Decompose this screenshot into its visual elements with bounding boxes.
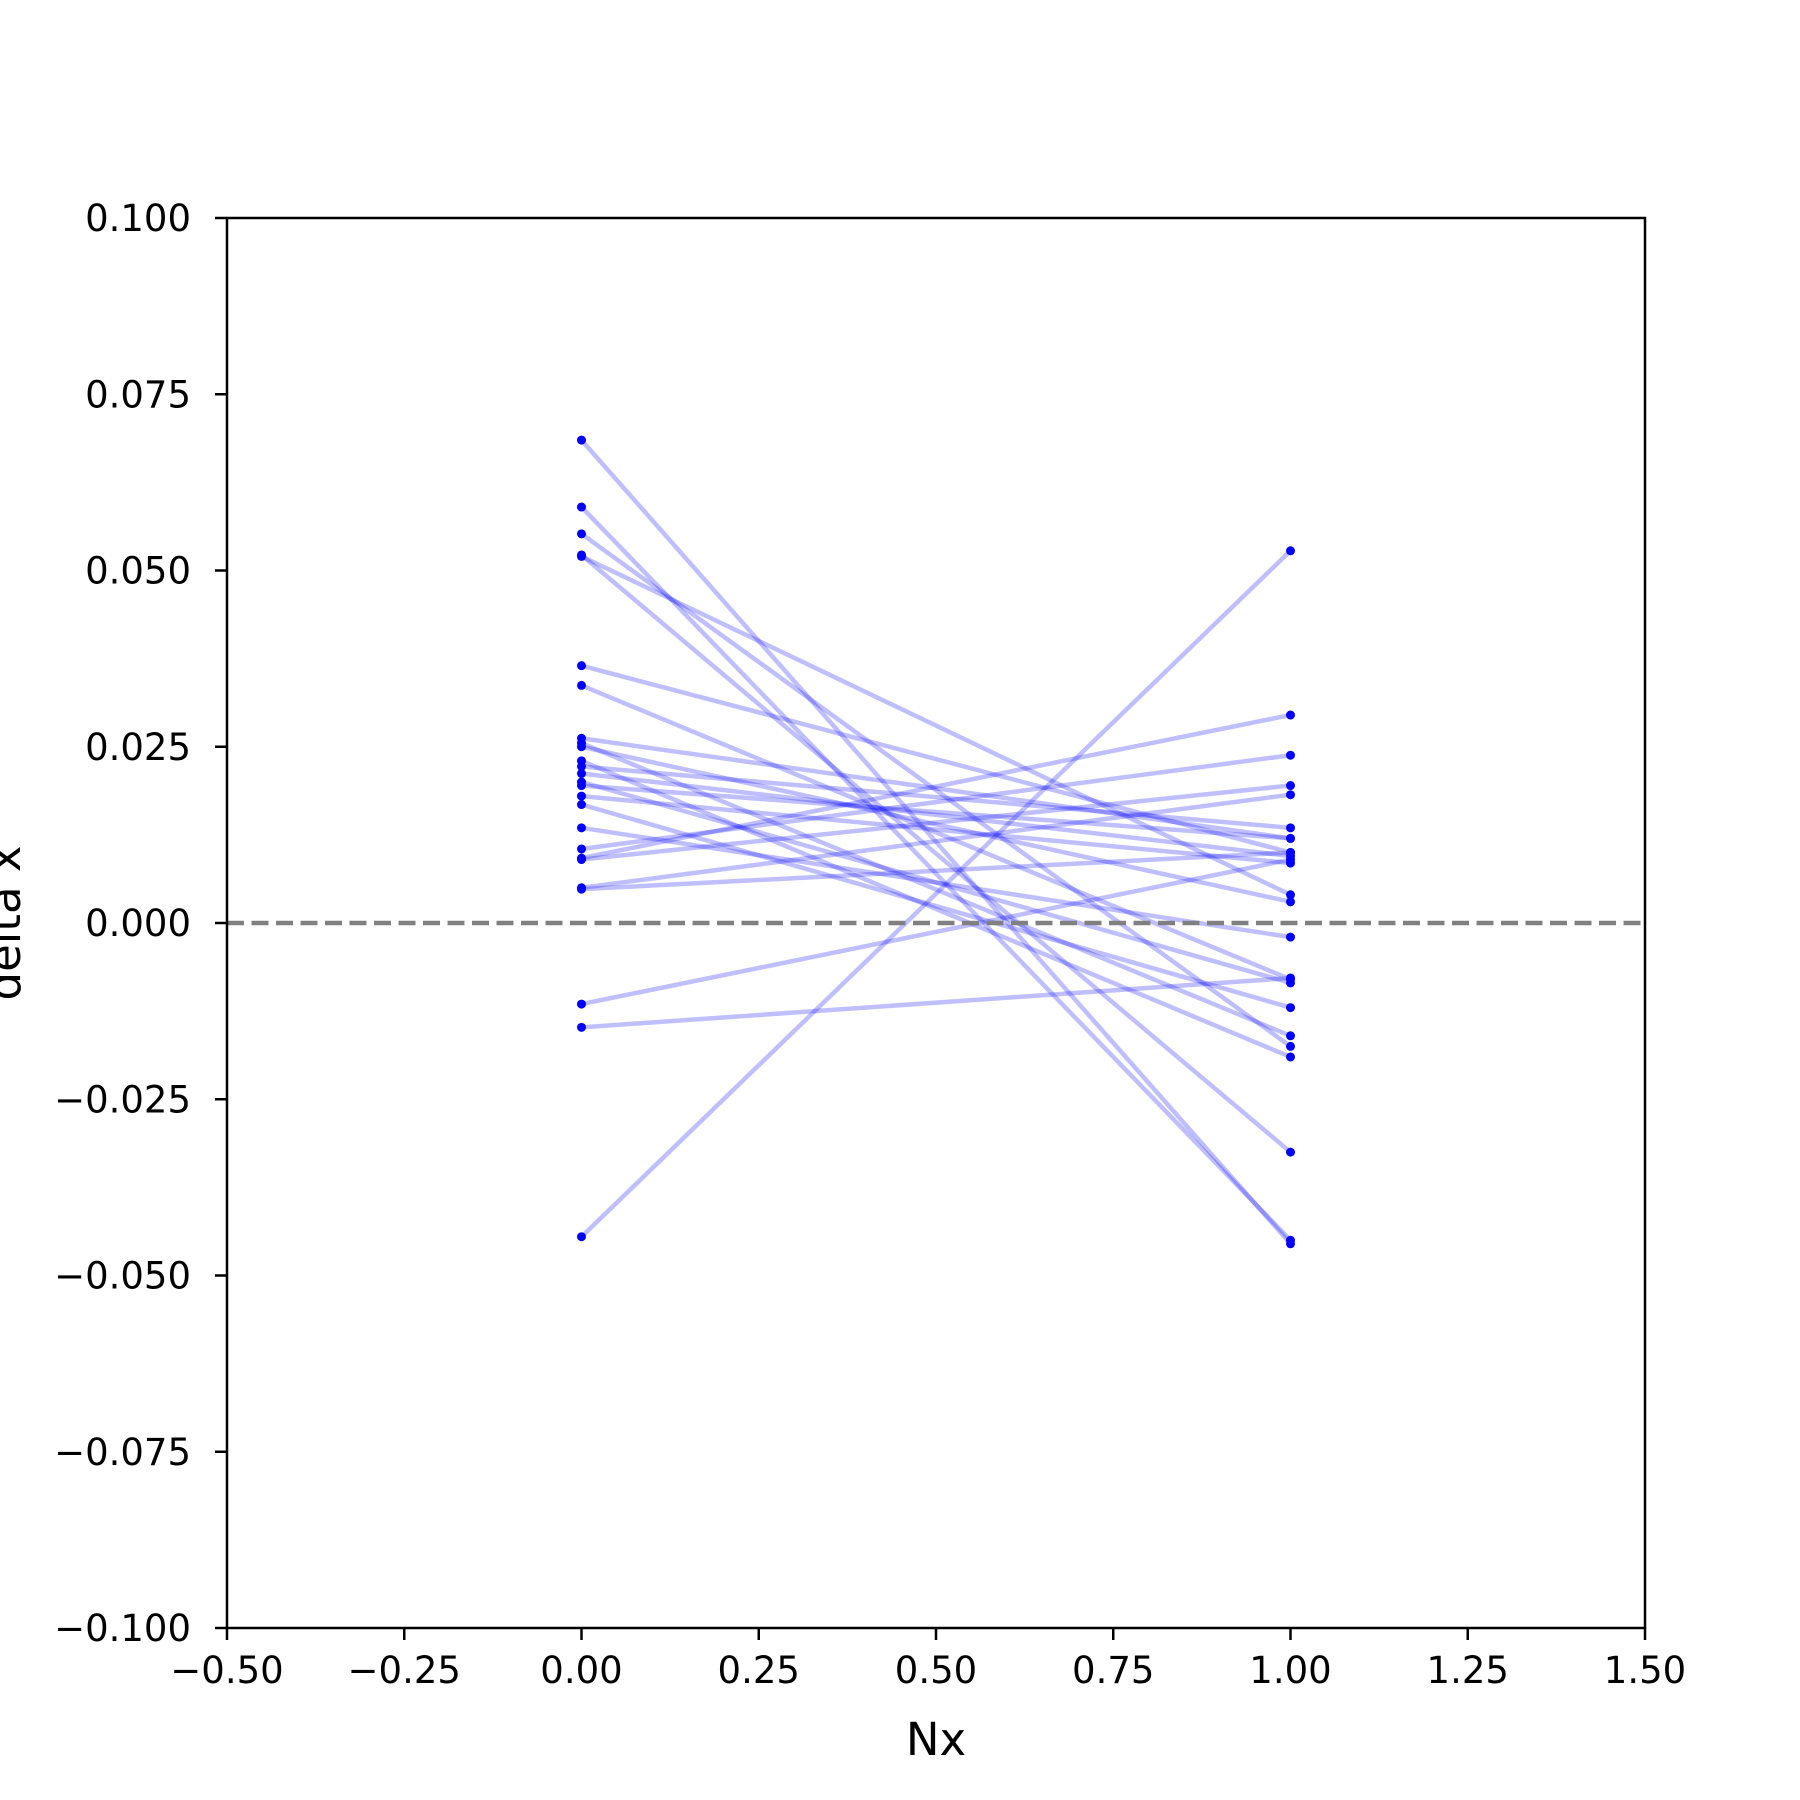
data-point-left-2 (577, 502, 586, 512)
x-tick-label: 1.00 (1249, 1649, 1331, 1692)
x-tick-label: 1.25 (1427, 1649, 1509, 1692)
data-point-right-19 (1286, 750, 1295, 760)
data-point-left-18 (577, 823, 586, 833)
data-point-right-24 (1286, 855, 1295, 865)
series-line-20 (579, 712, 1293, 861)
series-line-22 (579, 792, 1293, 890)
y-axis-ticks: −0.100 −0.075 −0.050 −0.025 0.000 0.025 0.050 0… (54, 197, 227, 1650)
y-tick-label: −0.050 (54, 1255, 191, 1298)
data-point-right-23 (1286, 848, 1295, 857)
data-point-right-21 (1286, 781, 1295, 791)
data-point-left-19 (577, 844, 586, 854)
data-point-left-26 (577, 1232, 586, 1242)
data-point-left-23 (577, 884, 586, 894)
data-point-left-10 (577, 742, 586, 752)
series-line-13 (579, 771, 1293, 859)
x-axis-title: Nx (906, 1713, 966, 1766)
x-tick-label: 0.50 (895, 1649, 977, 1692)
series-line-12 (579, 764, 1293, 831)
data-point-left-17 (577, 800, 586, 810)
data-point-right-4 (1286, 1147, 1295, 1157)
data-point-left-13 (577, 769, 586, 779)
x-axis-ticks: −0.50 −0.25 0.00 0.25 0.50 0.75 1.00 1.25 1.50 (170, 1628, 1686, 1692)
series-lines (579, 437, 1293, 1247)
data-point-right-3 (1286, 1041, 1295, 1051)
data-point-left-3 (577, 529, 586, 539)
x-tick-label: −0.25 (348, 1649, 461, 1692)
data-point-left-12 (577, 761, 586, 771)
data-point-left-16 (577, 791, 586, 801)
data-point-right-18 (1286, 932, 1295, 942)
data-point-right-11 (1286, 1052, 1295, 1062)
x-tick-label: 0.75 (1072, 1649, 1154, 1692)
series-line-2 (579, 504, 1293, 1243)
series-line-15 (579, 783, 1293, 841)
series-line-6 (579, 663, 1293, 855)
data-point-left-21 (577, 855, 586, 865)
data-point-right-12 (1286, 823, 1295, 833)
series-line-18 (579, 825, 1293, 940)
x-tick-label: 0.25 (718, 1649, 800, 1692)
series-line-21 (579, 783, 1293, 862)
data-point-right-5 (1286, 890, 1295, 900)
series-line-4 (579, 552, 1293, 1155)
data-point-right-15 (1286, 833, 1295, 843)
y-tick-label: 0.025 (85, 726, 191, 769)
series-line-11 (579, 758, 1293, 1060)
series-line-24 (579, 857, 1293, 1007)
data-point-left-25 (577, 1022, 586, 1032)
series-points (577, 435, 1295, 1249)
data-point-left-7 (577, 680, 586, 690)
data-point-left-6 (577, 661, 586, 671)
y-tick-label: 0.050 (85, 550, 191, 593)
data-point-right-10 (1286, 897, 1295, 907)
series-line-5 (579, 554, 1293, 898)
series-line-25 (579, 975, 1293, 1030)
series-line-26 (579, 548, 1293, 1239)
series-line-10 (579, 744, 1293, 905)
series-line-19 (579, 752, 1293, 852)
series-line-14 (579, 779, 1293, 986)
y-axis-title: delta x (0, 846, 31, 1001)
series-line-9 (579, 740, 1293, 1039)
y-tick-label: 0.100 (85, 197, 191, 240)
data-point-right-2 (1286, 1235, 1295, 1245)
y-tick-label: −0.075 (54, 1431, 191, 1474)
data-point-left-5 (577, 551, 586, 561)
y-tick-label: −0.100 (54, 1607, 191, 1650)
series-line-1 (579, 437, 1293, 1247)
data-point-left-15 (577, 781, 586, 791)
series-line-17 (579, 802, 1293, 1010)
series-line-23 (579, 850, 1293, 892)
data-point-left-24 (577, 999, 586, 1009)
series-line-16 (579, 793, 1293, 866)
series-line-8 (579, 736, 1293, 841)
x-tick-label: −0.50 (170, 1649, 283, 1692)
y-tick-label: −0.025 (54, 1078, 191, 1121)
x-tick-label: 1.50 (1604, 1649, 1686, 1692)
data-point-right-17 (1286, 1003, 1295, 1013)
data-point-right-26 (1286, 546, 1295, 556)
y-tick-label: 0.000 (85, 902, 191, 945)
data-point-right-25 (1286, 973, 1295, 983)
data-point-right-22 (1286, 790, 1295, 800)
data-point-right-9 (1286, 1031, 1295, 1041)
x-tick-label: 0.00 (540, 1649, 622, 1692)
series-line-7 (579, 683, 1293, 982)
data-point-right-20 (1286, 710, 1295, 720)
series-line-3 (579, 531, 1293, 1049)
y-tick-label: 0.075 (85, 373, 191, 416)
data-point-left-1 (577, 435, 586, 445)
